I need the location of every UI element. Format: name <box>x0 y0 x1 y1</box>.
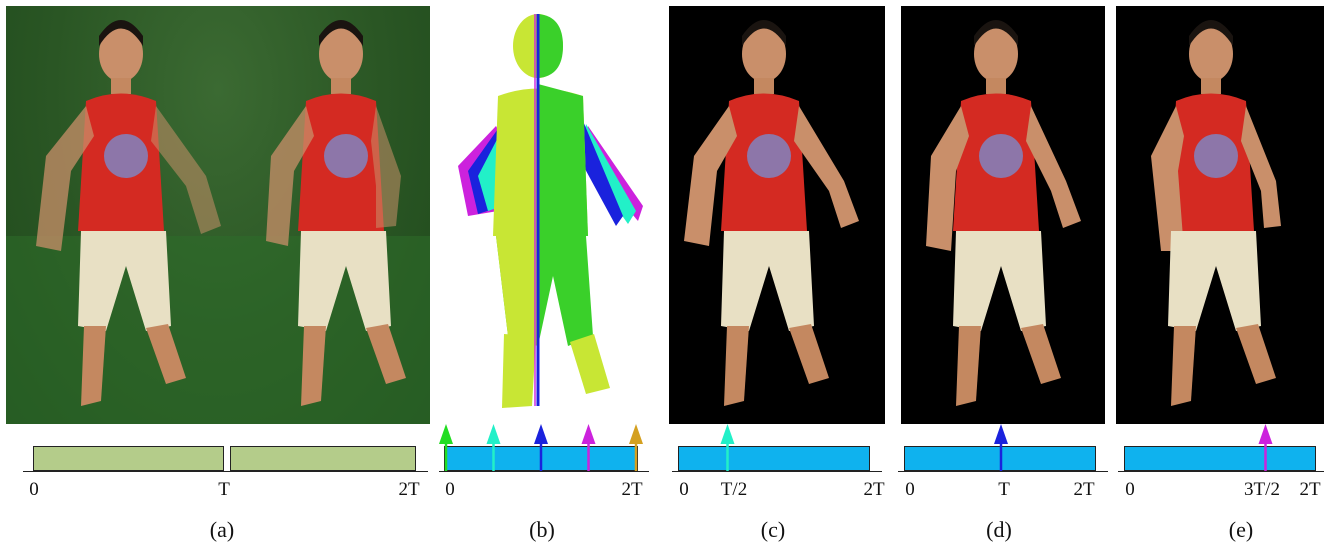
panel-d-photo <box>901 6 1105 424</box>
marker-arrow <box>439 424 453 444</box>
tick-label: 0 <box>679 479 689 500</box>
tick-label: 3T/2 <box>1244 479 1280 500</box>
green-screen-photo <box>6 20 430 424</box>
marker-arrow <box>994 424 1008 444</box>
person-figure-right <box>266 20 406 406</box>
timeline-axis <box>1118 471 1324 472</box>
caption-c: (c) <box>760 517 786 542</box>
tick-label: 0 <box>29 479 39 500</box>
tick-label: T <box>998 479 1010 500</box>
tick-label: 0 <box>445 479 455 500</box>
panel-b-mesh <box>438 6 658 424</box>
tick-label: T/2 <box>720 479 748 500</box>
tick-label: T <box>218 479 230 500</box>
timeline-axis <box>23 471 428 472</box>
marker-group-c <box>720 424 735 471</box>
caption-e: (e) <box>1228 517 1254 542</box>
marker-group-b <box>439 424 643 471</box>
tick-label: 2T <box>1299 479 1321 500</box>
timeline-segment-second <box>230 446 416 471</box>
panel-c-photo <box>669 6 885 424</box>
tick-label: 0 <box>1125 479 1135 500</box>
marker-group-d <box>994 424 1008 471</box>
timeline-segment-first <box>33 446 224 471</box>
timeline-bar <box>678 446 870 471</box>
marker-arrow <box>1258 424 1273 444</box>
rendered-person-e <box>1151 20 1281 406</box>
marker-arrow <box>534 424 548 444</box>
marker-arrow <box>720 424 735 444</box>
marker-arrow <box>486 424 501 444</box>
marker-arrow <box>629 424 643 444</box>
rendered-person-d <box>926 20 1081 406</box>
caption-a: (a) <box>209 517 235 542</box>
timeline-axis <box>439 471 649 472</box>
marker-group-e <box>1258 424 1273 471</box>
rendered-person-c <box>684 20 859 406</box>
caption-b: (b) <box>529 517 555 542</box>
mesh-render <box>458 14 643 408</box>
tick-label: 2T <box>621 479 643 500</box>
timeline-axis <box>672 471 882 472</box>
timeline-axis <box>898 471 1108 472</box>
tick-label: 2T <box>863 479 885 500</box>
panel-a-photo <box>6 6 430 424</box>
panel-e-photo <box>1116 6 1324 424</box>
tick-label: 0 <box>905 479 915 500</box>
timeline-bar <box>1124 446 1316 471</box>
person-figure-left <box>36 20 221 406</box>
caption-d: (d) <box>986 517 1012 542</box>
tick-label: 2T <box>398 479 420 500</box>
tick-label: 2T <box>1073 479 1095 500</box>
marker-arrow <box>581 424 596 444</box>
